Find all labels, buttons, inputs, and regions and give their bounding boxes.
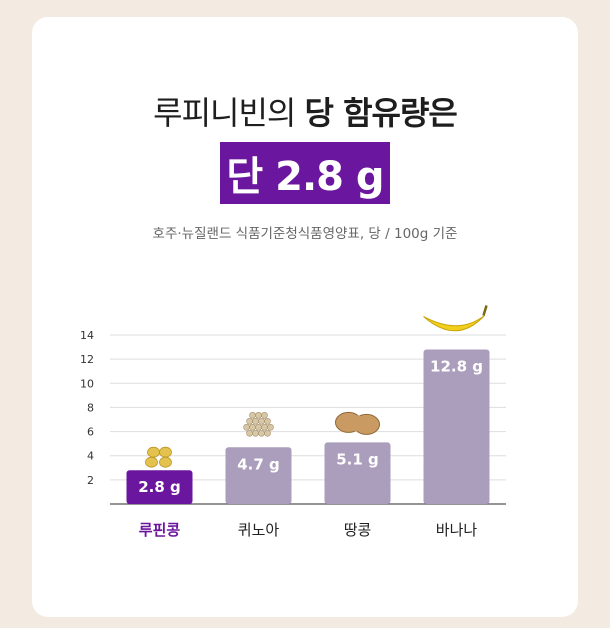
bar <box>423 349 490 504</box>
source-note: 호주·뉴질랜드 식품기준청식품영양표, 당 / 100g 기준 <box>152 226 458 242</box>
data-label: 4.7 g <box>237 455 280 473</box>
data-label: 5.1 g <box>336 450 379 468</box>
y-tick-label: 12 <box>80 353 94 366</box>
banana-icon <box>423 305 488 332</box>
peanut-icon <box>335 411 380 435</box>
category-label: 바나나 <box>436 521 478 539</box>
title-bold: 당 함유량은 <box>304 94 458 132</box>
category-label: 루핀콩 <box>139 521 181 539</box>
data-label: 12.8 g <box>430 357 483 375</box>
content-card <box>32 17 578 617</box>
y-tick-label: 2 <box>87 474 94 487</box>
bar <box>225 447 292 504</box>
y-tick-label: 8 <box>87 401 94 414</box>
lupin-beans-icon <box>145 446 172 468</box>
y-tick-label: 14 <box>80 329 94 342</box>
category-label: 땅콩 <box>344 521 372 539</box>
data-label: 2.8 g <box>138 478 181 496</box>
bar <box>126 470 193 504</box>
title-prefix: 루피니빈의 <box>153 94 296 132</box>
bar <box>324 442 391 504</box>
y-tick-label: 4 <box>87 450 94 463</box>
page-title: 루피니빈의 당 함유량은 <box>0 88 610 134</box>
y-tick-label: 10 <box>80 377 94 390</box>
sugar-badge: 단 2.8 g <box>220 142 390 204</box>
quinoa-icon <box>243 411 274 437</box>
category-label: 퀴노아 <box>238 521 280 539</box>
y-tick-label: 6 <box>87 426 94 439</box>
